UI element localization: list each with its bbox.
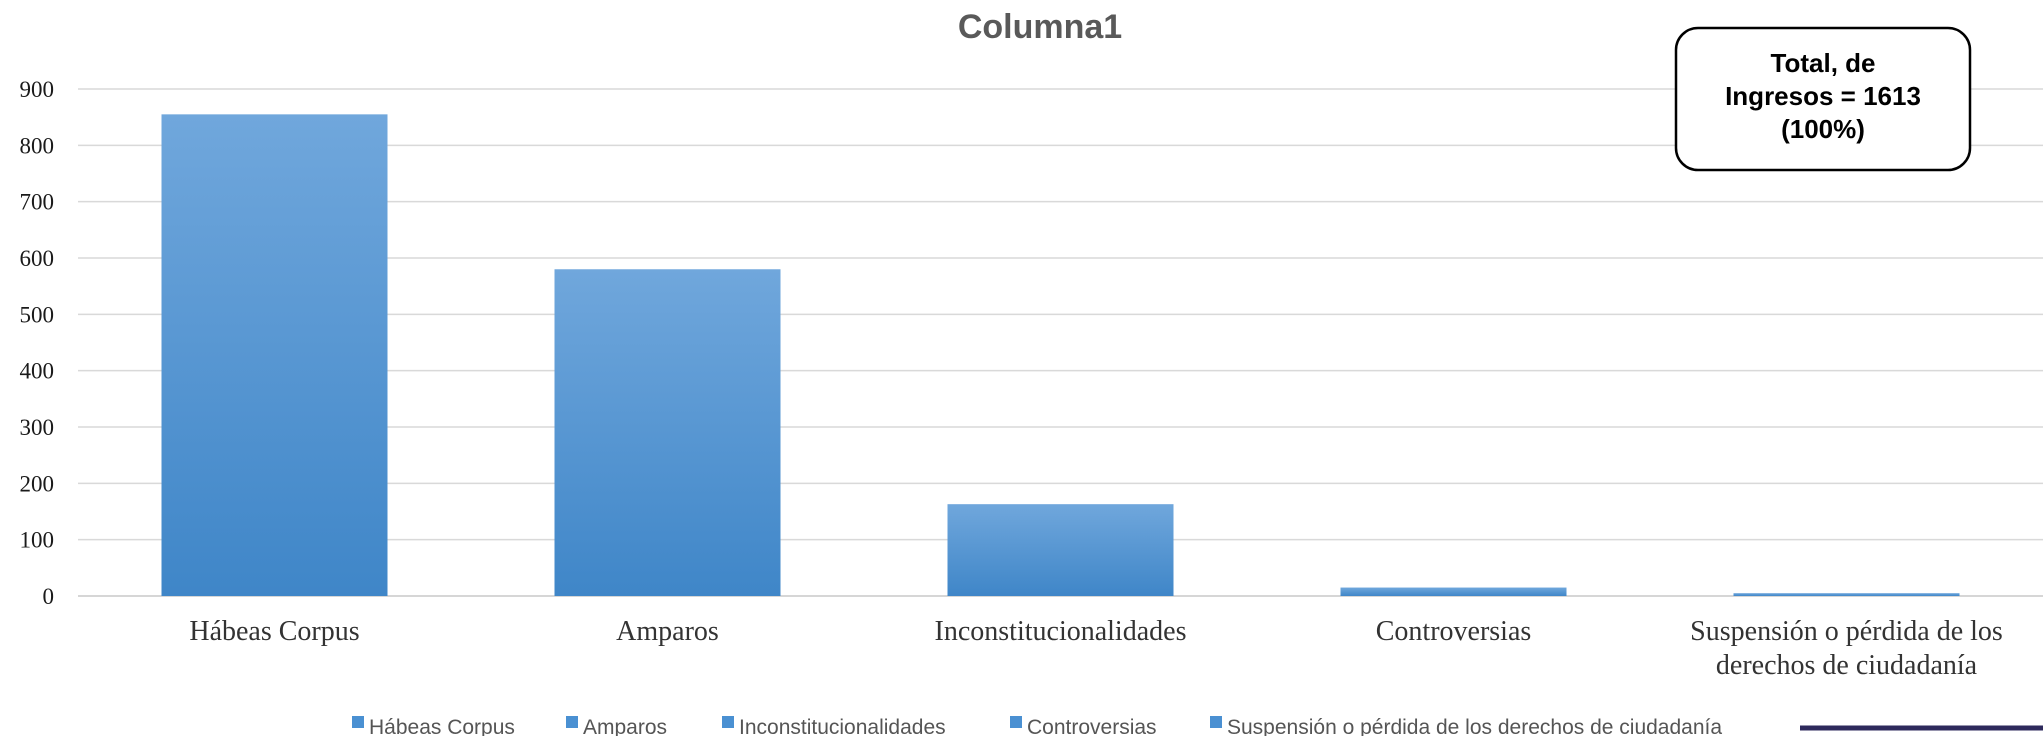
bar <box>1340 587 1567 596</box>
x-tick-label: Suspensión o pérdida de los derechos de c… <box>1690 616 2003 681</box>
x-tick-label: Amparos <box>616 616 719 647</box>
legend-entry: Inconstitucionalidades <box>739 716 946 736</box>
legend-swatch <box>722 716 734 728</box>
chart-title: Columna1 <box>958 8 1122 46</box>
bar <box>161 114 388 596</box>
y-tick-label: 300 <box>20 415 55 440</box>
x-tick-label: Inconstitucionalidades <box>935 616 1187 647</box>
callout-box <box>1674 26 1972 172</box>
y-tick-label: 600 <box>20 246 55 271</box>
legend-entry: Amparos <box>583 716 667 736</box>
x-tick-label: Hábeas Corpus <box>189 616 359 647</box>
bar <box>1733 593 1960 596</box>
bars <box>161 114 1960 596</box>
y-axis-ticks: 0 100 200 300 400 500 600 700 800 900 <box>20 77 55 609</box>
total-callout: Total, de Ingresos = 1613 (100%) <box>1674 26 1972 172</box>
x-tick-label: Controversias <box>1376 616 1532 647</box>
y-tick-label: 100 <box>20 528 55 553</box>
y-tick-label: 200 <box>20 471 55 496</box>
legend-swatch <box>1010 716 1022 728</box>
y-tick-label: 0 <box>43 584 55 609</box>
y-tick-label: 500 <box>20 302 55 327</box>
y-tick-label: 800 <box>20 133 55 158</box>
x-axis-ticks: Hábeas Corpus Amparos Inconstitucionalidad… <box>189 616 2002 681</box>
y-tick-label: 900 <box>20 77 55 102</box>
legend-entry: Suspensión o pérdida de los derechos de … <box>1227 716 1722 736</box>
legend-entry: Controversias <box>1027 716 1157 736</box>
legend-swatch <box>352 716 364 728</box>
legend-swatch <box>1210 716 1222 728</box>
legend-swatch <box>566 716 578 728</box>
callout-text: Total, de Ingresos = 1613 (100%) <box>1725 48 1921 144</box>
legend-entry: Hábeas Corpus <box>369 716 515 736</box>
bar <box>947 504 1174 596</box>
legend: Hábeas Corpus Amparos Inconstitucionalidad… <box>352 716 1722 736</box>
y-tick-label: 700 <box>20 190 55 215</box>
y-tick-label: 400 <box>20 359 55 384</box>
bar <box>554 269 781 596</box>
